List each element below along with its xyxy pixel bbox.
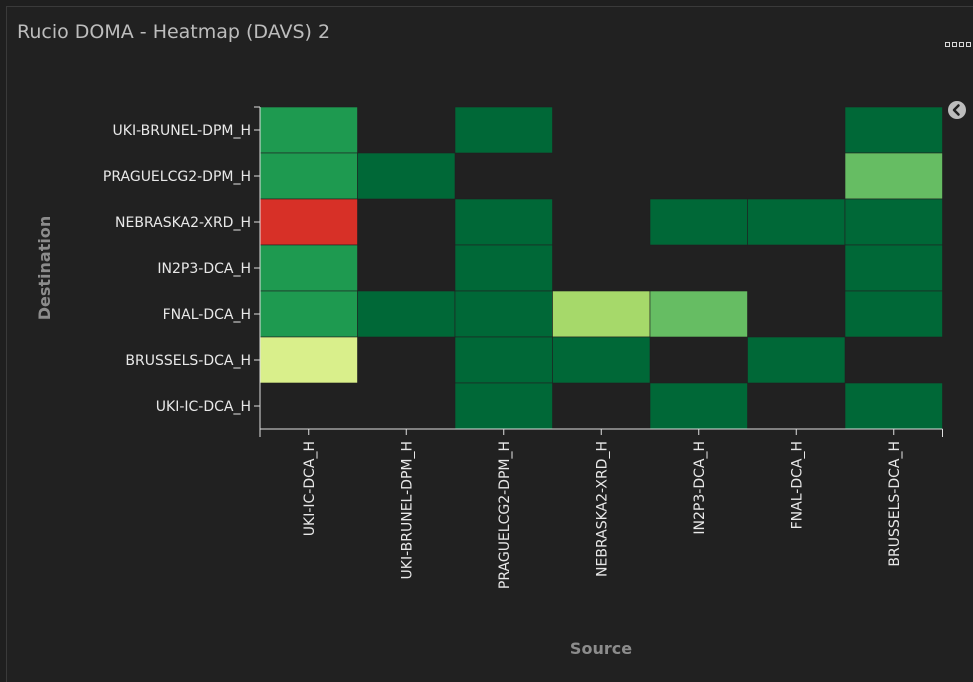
heatmap-cell[interactable]: [844, 152, 943, 200]
y-tick-label-fnal-dca-h: FNAL-DCA_H: [163, 307, 251, 323]
heatmap-cell[interactable]: [357, 290, 456, 338]
heatmap-cell[interactable]: [649, 198, 748, 246]
y-tick-label-praguelcg2-dpm-h: PRAGUELCG2-DPM_H: [103, 169, 251, 185]
heatmap-cell[interactable]: [357, 152, 456, 200]
x-axis-title: Source: [570, 639, 632, 658]
x-tick-label-fnal-dca-h: FNAL-DCA_H: [789, 441, 805, 529]
heatmap-cell[interactable]: [259, 290, 358, 338]
x-tick-label-in2p3-dca-h: IN2P3-DCA_H: [692, 441, 708, 535]
heatmap-cell[interactable]: [844, 106, 943, 154]
chevron-left-circle-icon[interactable]: [947, 100, 967, 120]
heatmap-cell[interactable]: [259, 106, 358, 154]
heatmap-cell[interactable]: [454, 106, 553, 154]
heatmap-cell[interactable]: [259, 244, 358, 292]
heatmap-cell[interactable]: [844, 244, 943, 292]
heatmap-cell[interactable]: [747, 336, 846, 384]
heatmap-cell[interactable]: [454, 198, 553, 246]
x-tick-label-uki-ic-dca-h: UKI-IC-DCA_H: [302, 441, 318, 536]
heatmap-cell[interactable]: [844, 382, 943, 430]
x-tick-label-nebraska2-xrd-h: NEBRASKA2-XRD_H: [594, 441, 610, 577]
more-dots-icon[interactable]: [945, 40, 973, 48]
x-tick-label-praguelcg2-dpm-h: PRAGUELCG2-DPM_H: [497, 441, 513, 589]
y-axis-title: Destination: [35, 216, 54, 321]
y-tick-label-uki-brunel-dpm-h: UKI-BRUNEL-DPM_H: [113, 123, 251, 139]
heatmap-cell[interactable]: [552, 290, 651, 338]
heatmap-cell[interactable]: [747, 198, 846, 246]
heatmap-cell[interactable]: [454, 382, 553, 430]
panel-title: Rucio DOMA - Heatmap (DAVS) 2: [17, 21, 331, 43]
heatmap-cell[interactable]: [649, 290, 748, 338]
heatmap-cell[interactable]: [259, 198, 358, 246]
heatmap-cell[interactable]: [844, 290, 943, 338]
y-tick-label-nebraska2-xrd-h: NEBRASKA2-XRD_H: [115, 215, 251, 231]
y-tick-label-uki-ic-dca-h: UKI-IC-DCA_H: [156, 399, 251, 415]
x-tick-label-uki-brunel-dpm-h: UKI-BRUNEL-DPM_H: [399, 441, 415, 579]
y-tick-label-brussels-dca-h: BRUSSELS-DCA_H: [125, 353, 251, 369]
heatmap-cell[interactable]: [259, 336, 358, 384]
heatmap-cell[interactable]: [259, 152, 358, 200]
heatmap-cell[interactable]: [649, 382, 748, 430]
y-tick-label-in2p3-dca-h: IN2P3-DCA_H: [157, 261, 251, 277]
heatmap-cell[interactable]: [454, 244, 553, 292]
heatmap-cell[interactable]: [454, 290, 553, 338]
x-tick-label-brussels-dca-h: BRUSSELS-DCA_H: [887, 441, 903, 567]
heatmap-cell[interactable]: [844, 198, 943, 246]
heatmap-cell[interactable]: [454, 336, 553, 384]
heatmap-cell[interactable]: [552, 336, 651, 384]
